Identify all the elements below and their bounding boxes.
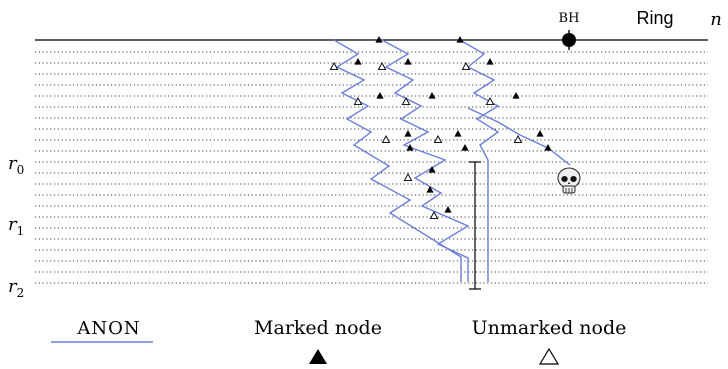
marked-node-icon <box>428 92 436 99</box>
bh-label: BH <box>559 11 580 26</box>
r0-label: r0 <box>8 153 24 177</box>
marked-node-icon <box>512 92 520 99</box>
marked-node-icon <box>404 130 412 137</box>
marked-node-icon <box>486 58 494 65</box>
marked-node-icon <box>428 166 436 173</box>
unmarked-node-icon <box>401 97 411 106</box>
dotted-rows <box>35 51 708 284</box>
marked-node-icon <box>461 144 469 151</box>
unmarked-node-icon <box>381 135 391 144</box>
marked-node-icon <box>426 186 434 193</box>
marked-node-icon <box>544 144 552 151</box>
marked-node-icon <box>456 36 464 43</box>
r2-label: r2 <box>8 276 24 300</box>
black-hole-icon <box>562 30 576 50</box>
anon-path <box>333 39 462 282</box>
legend-marked-label: Marked node <box>254 317 382 339</box>
marked-node-icon <box>404 58 412 65</box>
unmarked-node-icon <box>353 97 363 106</box>
anon-paths <box>333 39 571 282</box>
marked-node-icon <box>406 144 414 151</box>
unmarked-node-icon <box>513 135 523 144</box>
marked-node-icon <box>444 206 452 213</box>
ring-label: Ring <box>636 8 673 28</box>
unmarked-node-icon <box>403 173 413 182</box>
unmarked-node-icon <box>329 62 339 71</box>
marked-node-icon <box>376 92 384 99</box>
legend-marked-icon <box>309 349 327 364</box>
skull-icon <box>557 167 581 194</box>
range-bracket <box>469 161 481 290</box>
legend-unmarked-icon <box>538 347 560 365</box>
marked-node-icon <box>454 130 462 137</box>
anon-path <box>459 39 500 282</box>
unmarked-node-icon <box>461 62 471 71</box>
r1-label: r1 <box>8 214 24 238</box>
legend-unmarked-label: Unmarked node <box>472 317 627 339</box>
n-label: n <box>710 9 722 30</box>
node-markers <box>329 36 552 220</box>
unmarked-node-icon <box>429 211 439 220</box>
unmarked-node-icon <box>433 135 443 144</box>
legend-anon-label: ANON <box>76 318 140 339</box>
unmarked-node-icon <box>377 62 387 71</box>
anon-path <box>381 39 470 282</box>
marked-node-icon <box>375 36 383 43</box>
unmarked-node-icon <box>485 97 495 106</box>
anon-path <box>467 107 571 166</box>
marked-node-icon <box>536 130 544 137</box>
marked-node-icon <box>354 58 362 65</box>
